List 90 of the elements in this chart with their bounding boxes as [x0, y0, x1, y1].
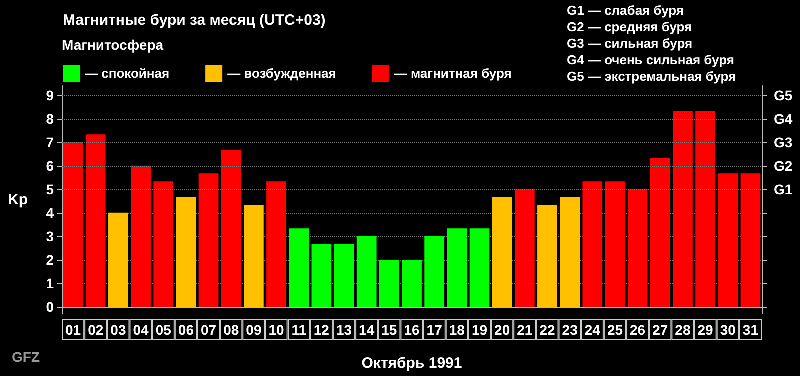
bar	[108, 212, 128, 307]
ref-line-label: G3	[774, 134, 793, 150]
x-tick-label: 22	[540, 322, 556, 338]
text: G2 — средняя буря	[567, 20, 692, 34]
bar	[86, 134, 106, 307]
bar	[289, 228, 310, 307]
bar	[718, 174, 738, 307]
bar	[198, 174, 219, 307]
x-tick-label: 03	[110, 322, 126, 338]
x-tick-label: 14	[359, 322, 375, 338]
x-tick-label: 30	[720, 322, 736, 338]
ref-line-label: G2	[774, 158, 793, 174]
x-tick-label: 25	[607, 322, 624, 338]
bar	[154, 182, 174, 307]
x-tick-label: 15	[382, 322, 398, 338]
x-tick-label: 11	[292, 322, 307, 338]
bar	[514, 189, 535, 307]
bar	[582, 182, 603, 307]
x-tick-label: 21	[517, 322, 533, 338]
bar	[492, 197, 512, 307]
bar	[470, 228, 490, 307]
x-tick-label: 05	[156, 322, 172, 338]
text: GFZ	[12, 349, 40, 365]
text: G5 — экстремальная буря	[567, 69, 736, 84]
bar	[560, 197, 580, 307]
bar	[176, 197, 196, 307]
bar	[131, 166, 151, 307]
x-tick-label: 18	[449, 322, 466, 338]
x-tick-label: 31	[742, 322, 759, 338]
x-tick-label: 20	[494, 322, 510, 338]
x-tick-label: 27	[652, 322, 668, 338]
bar	[605, 182, 626, 307]
bar	[312, 244, 332, 307]
x-tick-label: 17	[426, 322, 443, 338]
y-tick-label: 1	[46, 275, 54, 292]
text: G4 — очень сильная буря	[567, 52, 734, 68]
y-tick-label: 4	[46, 204, 54, 221]
y-tick-label: 9	[46, 87, 54, 104]
x-tick-label: 19	[472, 322, 488, 338]
y-tick-label: 8	[46, 110, 54, 127]
text: G1 — слабая буря	[567, 3, 684, 18]
bar	[334, 244, 354, 307]
y-tick-label: 7	[46, 134, 54, 150]
text: G3 — сильная буря	[567, 36, 693, 51]
bar	[628, 189, 648, 307]
legend-label: — возбужденная	[228, 66, 336, 81]
ref-line-label: G4	[774, 110, 793, 127]
x-tick-label: 06	[178, 322, 194, 338]
y-tick-label: 6	[46, 158, 54, 174]
x-tick-label: 23	[562, 322, 578, 338]
x-tick-label: 09	[246, 322, 262, 338]
bar	[221, 150, 242, 307]
bar	[650, 158, 670, 307]
bar	[740, 174, 761, 307]
bar	[266, 182, 286, 307]
x-tick-label: 16	[404, 322, 420, 338]
bar	[356, 236, 377, 307]
bar	[696, 111, 716, 307]
x-tick-label: 12	[314, 322, 330, 338]
bar	[673, 111, 693, 307]
legend-label: — спокойная	[85, 66, 170, 81]
x-tick-label: 24	[584, 322, 601, 338]
y-tick-label: 5	[46, 181, 54, 198]
y-tick-label: 0	[46, 298, 54, 315]
bar	[244, 205, 264, 307]
y-tick-label: 2	[46, 252, 54, 268]
bar	[538, 205, 558, 307]
x-axis-title: Октябрь 1991	[362, 355, 462, 372]
x-tick-label: 02	[88, 322, 104, 338]
x-tick-label: 28	[675, 322, 691, 338]
chart-title: Магнитные бури за месяц (UTC+03)	[63, 12, 326, 29]
x-tick-label: 10	[268, 322, 285, 338]
x-tick-label: 04	[133, 322, 150, 338]
y-axis-title: Kp	[8, 192, 28, 208]
x-tick-label: 08	[224, 322, 240, 338]
bar	[63, 142, 84, 307]
bar	[424, 236, 445, 307]
y-tick-label: 3	[46, 228, 54, 244]
x-tick-label: 26	[630, 322, 646, 338]
x-tick-label: 13	[336, 322, 352, 338]
ref-line-label: G1	[774, 181, 793, 198]
bar	[447, 228, 468, 307]
legend-title: Магнитосфера	[62, 37, 164, 53]
x-tick-label: 29	[698, 322, 714, 338]
ref-line-label: G5	[774, 87, 793, 104]
legend-label: — магнитная буря	[394, 66, 512, 81]
bar	[402, 260, 422, 307]
bar	[379, 260, 400, 307]
x-tick-label: 07	[200, 322, 217, 338]
x-tick-label: 01	[66, 322, 82, 338]
